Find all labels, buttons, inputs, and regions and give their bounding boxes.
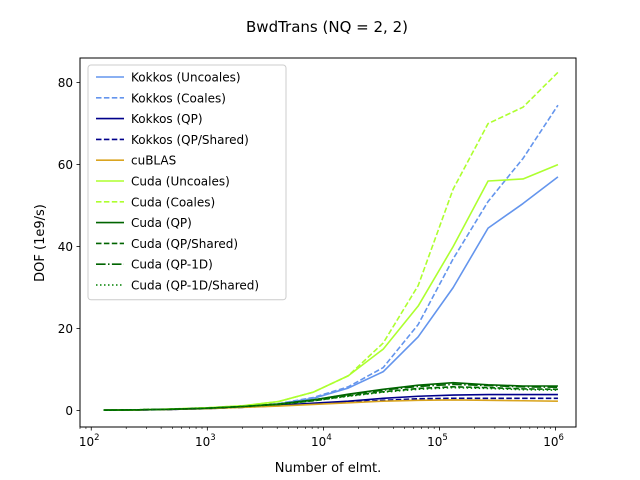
x-tick-label-exp: 4 — [326, 433, 331, 443]
x-tick-label-base: 10 — [543, 435, 558, 449]
y-tick-label: 20 — [58, 322, 73, 336]
series-line-9 — [103, 383, 558, 411]
x-tick-label: 105 — [427, 433, 448, 449]
x-tick-label: 103 — [195, 433, 216, 449]
x-tick-label-exp: 5 — [442, 433, 447, 443]
y-tick-label: 40 — [58, 240, 73, 254]
legend-label: Kokkos (Uncoales) — [131, 71, 241, 85]
x-tick-label-base: 10 — [195, 435, 210, 449]
legend-label: Kokkos (QP/Shared) — [131, 133, 249, 147]
legend-label: Cuda (QP-1D/Shared) — [131, 279, 259, 293]
y-axis-label: DOF (1e9/s) — [33, 204, 48, 282]
x-tick-label: 102 — [79, 433, 100, 449]
legend-box — [87, 64, 287, 301]
x-tick-label: 106 — [543, 433, 564, 449]
x-axis-label: Number of elmt. — [275, 461, 382, 476]
legend-label: Cuda (QP-1D) — [131, 258, 213, 272]
x-axis-ticks: 102 103 104 105 106 — [79, 427, 564, 449]
legend-label: Cuda (QP) — [131, 216, 192, 230]
x-tick-label-base: 10 — [79, 435, 94, 449]
plot-lines — [103, 71, 559, 411]
x-tick-label-exp: 6 — [558, 433, 563, 443]
legend: Kokkos (Uncoales) Kokkos (Coales) Kokkos (… — [87, 64, 287, 301]
legend-label: Cuda (Coales) — [131, 195, 215, 209]
y-tick-label: 80 — [58, 76, 73, 90]
legend-label: Cuda (Uncoales) — [131, 175, 230, 189]
x-tick-label-exp: 3 — [210, 433, 215, 443]
x-tick-label-base: 10 — [311, 435, 326, 449]
legend-label: Kokkos (QP) — [131, 112, 203, 126]
legend-label: Cuda (QP/Shared) — [131, 237, 238, 251]
x-tick-label: 104 — [311, 433, 332, 449]
y-tick-label: 60 — [58, 158, 73, 172]
legend-label: cuBLAS — [131, 154, 176, 168]
plot-frame — [79, 57, 577, 428]
x-tick-label-exp: 2 — [94, 433, 99, 443]
x-tick-label-base: 10 — [427, 435, 442, 449]
chart-title: BwdTrans (NQ = 2, 2) — [246, 18, 408, 36]
y-tick-label: 0 — [65, 404, 73, 418]
legend-label: Kokkos (Coales) — [131, 91, 226, 105]
y-axis-ticks: 0 20 40 60 80 — [58, 76, 80, 418]
